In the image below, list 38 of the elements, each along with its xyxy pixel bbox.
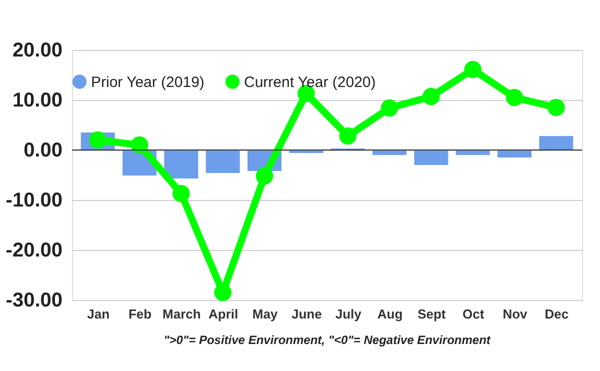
x-tick-label: Oct xyxy=(462,306,485,322)
y-tick-label: -10.00 xyxy=(6,190,62,212)
point xyxy=(339,127,356,145)
bar xyxy=(414,150,448,165)
point xyxy=(380,99,398,117)
x-tick-label: Feb xyxy=(128,306,152,322)
x-tick-label: June xyxy=(291,306,322,322)
x-tick-label: Aug xyxy=(377,306,403,322)
bar xyxy=(498,150,532,158)
x-tick-label: Sept xyxy=(418,306,446,322)
point xyxy=(422,88,440,106)
legend-label: Current Year (2020) xyxy=(244,74,376,91)
y-tick-label: -30.00 xyxy=(6,290,62,312)
bar xyxy=(164,150,198,178)
point xyxy=(172,184,190,202)
legend-label: Prior Year (2019) xyxy=(91,74,204,91)
y-tick-label: -20.00 xyxy=(6,240,62,262)
x-tick-label: April xyxy=(208,306,238,322)
bar xyxy=(539,136,574,150)
y-tick-label: 10.00 xyxy=(12,90,62,112)
point xyxy=(130,136,148,154)
text: ">0"= Positive Environment, "<0"= Negative Environment xyxy=(164,333,492,347)
point xyxy=(256,167,274,185)
bar xyxy=(372,150,406,155)
x-tick-label: May xyxy=(252,306,278,322)
x-tick-label: Jan xyxy=(87,306,110,322)
y-tick-label: 20.00 xyxy=(12,40,62,62)
point xyxy=(548,98,565,116)
x-tick-label: Nov xyxy=(502,306,528,322)
point xyxy=(464,60,482,78)
x-tick-label: March xyxy=(162,306,201,322)
point xyxy=(89,131,106,149)
bar xyxy=(456,150,490,155)
point xyxy=(506,88,524,106)
x-tick-label: Dec xyxy=(544,306,569,322)
bar xyxy=(206,150,240,173)
x-tick-label: July xyxy=(335,306,362,322)
y-tick-label: 0.00 xyxy=(24,140,62,162)
